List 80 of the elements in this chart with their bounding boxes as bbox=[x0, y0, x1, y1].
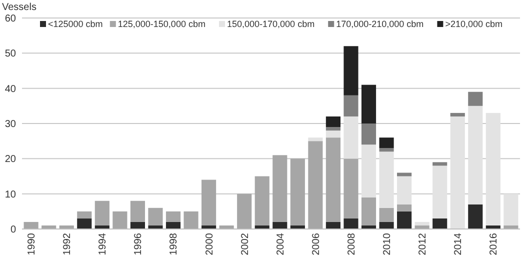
x-tick-label: 2016 bbox=[488, 232, 500, 256]
x-tick-label: 2004 bbox=[275, 232, 286, 256]
y-tick-label: 60 bbox=[4, 14, 16, 24]
bar bbox=[344, 95, 358, 116]
y-tick-label: 50 bbox=[4, 48, 16, 60]
bar bbox=[361, 84, 376, 124]
bar bbox=[326, 116, 340, 128]
bar bbox=[166, 211, 181, 222]
bar bbox=[468, 92, 483, 106]
legend-label: 150,000-170,000 cbm bbox=[227, 19, 315, 29]
bar bbox=[272, 222, 288, 229]
x-tick-label: 2012 bbox=[418, 232, 429, 256]
bar bbox=[24, 222, 38, 229]
bar bbox=[344, 158, 358, 218]
bar bbox=[94, 200, 110, 226]
bar bbox=[130, 200, 145, 222]
bar bbox=[326, 138, 340, 222]
bar bbox=[77, 211, 92, 218]
bar bbox=[432, 166, 448, 218]
x-tick-label: 2008 bbox=[346, 232, 358, 256]
bar bbox=[326, 222, 340, 229]
bar bbox=[361, 197, 376, 226]
bar bbox=[130, 222, 145, 229]
legend-label: 125,000-150,000 cbm bbox=[118, 19, 206, 29]
x-tick-label: 1994 bbox=[98, 232, 109, 256]
bar bbox=[344, 116, 358, 159]
x-tick-label: 2014 bbox=[453, 232, 464, 256]
legend-label: 170,000-210,000 cbm bbox=[336, 19, 424, 29]
y-tick-label: 40 bbox=[4, 84, 16, 95]
x-tick-label: 2010 bbox=[382, 232, 394, 256]
bar bbox=[166, 222, 181, 229]
x-tick-label: 1990 bbox=[26, 232, 38, 256]
bar bbox=[237, 194, 252, 229]
bar bbox=[344, 46, 358, 96]
bar bbox=[397, 172, 412, 176]
x-tick-label: 2006 bbox=[310, 232, 322, 256]
bar bbox=[450, 112, 465, 116]
bar bbox=[308, 141, 323, 229]
bar bbox=[379, 208, 394, 222]
bar bbox=[414, 222, 430, 226]
legend-label: >210,000 cbm bbox=[445, 19, 502, 29]
bar bbox=[468, 204, 483, 229]
bar bbox=[184, 211, 198, 229]
bar bbox=[397, 176, 412, 204]
bar bbox=[272, 155, 288, 222]
bar bbox=[397, 211, 412, 229]
bar bbox=[361, 124, 376, 145]
bar bbox=[486, 112, 500, 226]
x-tick-label: 1992 bbox=[62, 232, 74, 256]
bar bbox=[254, 176, 270, 226]
bar bbox=[504, 194, 518, 226]
bar bbox=[379, 138, 394, 148]
bar bbox=[432, 162, 448, 166]
bar bbox=[148, 208, 163, 226]
bar bbox=[290, 158, 305, 226]
bar bbox=[468, 106, 483, 204]
y-tick-label: 10 bbox=[4, 189, 16, 200]
x-tick-label: 1998 bbox=[168, 232, 180, 256]
bar bbox=[344, 218, 358, 229]
y-axis-title: Vessels bbox=[2, 2, 36, 13]
x-tick-label: 2002 bbox=[240, 232, 251, 256]
bar bbox=[379, 148, 394, 152]
legend-label: <125000 cbm bbox=[48, 19, 103, 29]
bar bbox=[112, 211, 128, 229]
bar bbox=[361, 144, 376, 198]
bar bbox=[77, 218, 92, 229]
bar bbox=[379, 152, 394, 208]
bar bbox=[432, 218, 448, 229]
bar bbox=[202, 180, 216, 226]
x-tick-label: 1996 bbox=[133, 232, 144, 256]
x-tick-label: 2000 bbox=[204, 232, 216, 256]
bar bbox=[326, 130, 340, 138]
bar bbox=[308, 138, 323, 142]
bar bbox=[326, 127, 340, 131]
bar bbox=[450, 116, 465, 229]
bar bbox=[397, 204, 412, 212]
y-tick-label: 0 bbox=[10, 224, 16, 236]
bar bbox=[379, 222, 394, 229]
y-tick-label: 20 bbox=[4, 154, 16, 166]
y-tick-label: 30 bbox=[4, 119, 16, 130]
